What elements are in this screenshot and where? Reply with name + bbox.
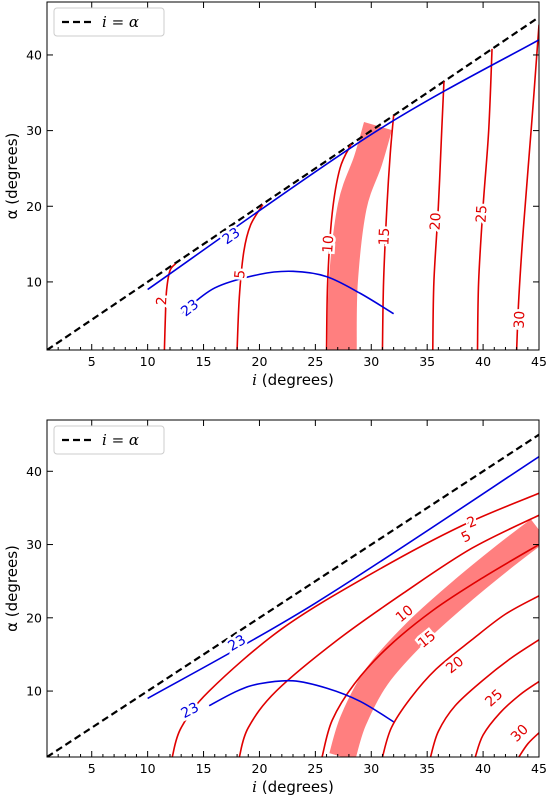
- blue-contour-23-upper: [147, 455, 539, 700]
- x-axis-label: i (degrees): [252, 778, 334, 796]
- y-tick-label: 10: [26, 274, 42, 289]
- red-contour-2: [163, 263, 177, 350]
- contour-label-2: 2: [154, 296, 170, 306]
- contour-label-25: 25: [482, 686, 506, 710]
- y-tick-label: 40: [26, 47, 42, 62]
- x-tick-label: 35: [419, 761, 435, 776]
- x-tick-label: 40: [475, 354, 491, 369]
- x-tick-label: 5: [88, 761, 96, 776]
- identity-line: [47, 16, 539, 350]
- plot-area: [47, 433, 539, 757]
- red-contour-30: [515, 24, 539, 350]
- x-tick-label: 5: [88, 354, 96, 369]
- x-axis-label: i (degrees): [252, 371, 334, 389]
- contour-label-23: 23: [178, 297, 202, 321]
- blue-contour-23-upper: [147, 39, 539, 291]
- contour-label-20: 20: [443, 654, 467, 678]
- red-contour-5: [236, 204, 264, 350]
- x-tick-label: 30: [363, 354, 379, 369]
- highlight-band: [329, 519, 539, 757]
- identity-line: [47, 433, 539, 757]
- blue-contour-23-lower: [208, 679, 395, 723]
- red-contour-20: [431, 81, 445, 350]
- legend: i = α: [53, 7, 165, 37]
- red-contour-15: [381, 595, 539, 757]
- y-axis-label: α (degrees): [3, 545, 21, 632]
- red-contour-20: [429, 639, 539, 757]
- x-tick-label: 20: [252, 761, 268, 776]
- y-axis-label: α (degrees): [3, 133, 21, 220]
- contour-label-30: 30: [508, 722, 532, 746]
- x-tick-label: 15: [196, 354, 212, 369]
- contour-label-23: 23: [225, 632, 248, 655]
- x-tick-label: 20: [252, 354, 268, 369]
- red-contour-10: [325, 143, 352, 350]
- x-tick-label: 10: [140, 354, 156, 369]
- axes-frame: [46, 1, 540, 351]
- red-contour-2: [171, 492, 539, 757]
- legend: i = α: [53, 425, 165, 455]
- y-tick-label: 40: [26, 464, 42, 479]
- blue-contour-23-lower: [180, 270, 395, 315]
- plot-area: [47, 16, 539, 350]
- red-contour-5: [238, 514, 539, 757]
- contour-label-23: 23: [220, 225, 244, 248]
- contour-label-10: 10: [320, 235, 337, 254]
- legend-box: [53, 425, 165, 455]
- y-tick-label: 20: [26, 610, 42, 625]
- red-contour-30: [518, 732, 539, 757]
- x-tick-label: 30: [363, 761, 379, 776]
- x-tick-label: 15: [196, 761, 212, 776]
- x-tick-label: 35: [419, 354, 435, 369]
- y-tick-label: 30: [26, 537, 42, 552]
- red-contour-25: [474, 680, 539, 757]
- contour-label-15: 15: [376, 227, 393, 246]
- legend-label: i = α: [102, 13, 139, 31]
- y-tick-label: 10: [26, 684, 42, 699]
- contour-label-30: 30: [512, 310, 529, 328]
- y-tick-label: 20: [26, 199, 42, 214]
- highlight-band: [327, 122, 392, 350]
- x-tick-label: 25: [307, 354, 323, 369]
- contour-label-5: 5: [232, 269, 249, 279]
- red-contour-25: [476, 48, 493, 350]
- x-tick-label: 40: [475, 761, 491, 776]
- x-tick-label: 45: [531, 761, 547, 776]
- x-tick-label: 10: [140, 761, 156, 776]
- x-tick-label: 25: [307, 761, 323, 776]
- legend-box: [53, 7, 165, 37]
- x-tick-label: 45: [531, 354, 547, 369]
- red-contour-10: [321, 543, 539, 757]
- contour-label-20: 20: [428, 212, 445, 231]
- contour-label-25: 25: [474, 204, 491, 223]
- y-tick-label: 30: [26, 123, 42, 138]
- legend-label: i = α: [102, 431, 139, 449]
